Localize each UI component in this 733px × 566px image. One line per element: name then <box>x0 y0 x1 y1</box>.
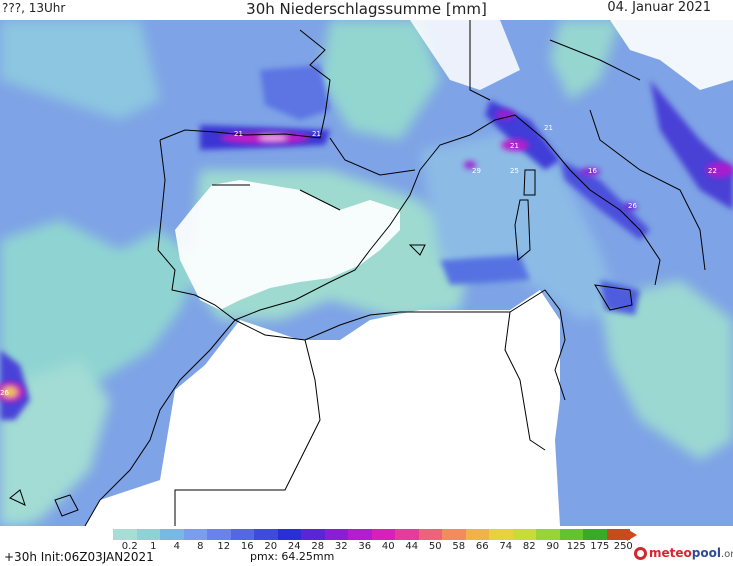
max-value-label: 29 <box>472 167 481 175</box>
legend-swatch <box>489 529 513 540</box>
legend-tick-label: 16 <box>240 541 254 552</box>
legend-swatch <box>583 529 607 540</box>
legend-tick-label: 20 <box>264 541 278 552</box>
legend-tick-label: 125 <box>566 541 586 552</box>
brand-part-1: meteo <box>649 546 692 560</box>
legend-swatch <box>348 529 372 540</box>
legend-tick-label: 58 <box>452 541 466 552</box>
max-precip-label: pmx: 64.25mm <box>250 550 335 563</box>
legend-swatch <box>371 529 395 540</box>
legend-tick-label: 44 <box>405 541 419 552</box>
legend-swatch <box>113 529 137 540</box>
legend-tick-label: 50 <box>428 541 442 552</box>
legend-tick-label: 40 <box>381 541 395 552</box>
max-value-label: 25 <box>510 167 519 175</box>
legend-tick-label: 250 <box>613 541 633 552</box>
legend-swatch <box>136 529 160 540</box>
legend-tick-label: 4 <box>173 541 180 552</box>
legend-swatch <box>395 529 419 540</box>
run-time-label: ???, 13Uhr <box>2 1 66 15</box>
max-value-label: 21 <box>312 130 321 138</box>
legend-tick-label: 82 <box>522 541 536 552</box>
coastlines <box>9 20 706 526</box>
legend-swatch <box>559 529 583 540</box>
legend-swatch <box>160 529 184 540</box>
legend-tick-label: 66 <box>475 541 489 552</box>
legend-tick-label: 8 <box>197 541 204 552</box>
max-value-label: 21 <box>510 142 519 150</box>
legend-swatch <box>301 529 325 540</box>
dry-land <box>85 20 733 526</box>
legend-tick-label: 90 <box>546 541 560 552</box>
legend-swatch <box>324 529 348 540</box>
legend-tick-label: 24 <box>287 541 301 552</box>
legend-swatch <box>207 529 231 540</box>
legend-tick-label: 32 <box>334 541 348 552</box>
legend-color-bar <box>113 529 630 540</box>
legend-tick-label: 12 <box>217 541 231 552</box>
color-legend: 0.2 1 4 8 12 16 20 24 28 32 36 40 44 50 58 66 74 82 90 125 1… <box>113 529 637 559</box>
brand-part-3: .org <box>720 549 733 560</box>
legend-tick-label: 0.2 <box>121 541 138 552</box>
legend-overflow-arrow <box>627 529 637 541</box>
precip-peak <box>0 110 733 402</box>
max-value-label: 21 <box>544 124 553 132</box>
legend-swatch <box>465 529 489 540</box>
max-value-labels: 21 21 21 29 25 16 22 26 26 21 <box>0 124 717 397</box>
precipitation-map: 21 21 21 29 25 16 22 26 26 21 <box>0 20 733 526</box>
date-label: 04. Januar 2021 <box>607 0 711 15</box>
meteopool-logo-icon <box>634 547 647 560</box>
legend-tick-label: 1 <box>150 541 157 552</box>
max-value-label: 21 <box>234 130 243 138</box>
legend-tick-label: 74 <box>499 541 513 552</box>
max-value-label: 26 <box>0 389 9 397</box>
max-value-label: 22 <box>708 167 717 175</box>
map-title: 30h Niederschlagssumme [mm] <box>246 0 487 18</box>
legend-swatch <box>183 529 207 540</box>
legend-tick-label: 175 <box>590 541 610 552</box>
legend-tick-label: 28 <box>311 541 325 552</box>
legend-swatch <box>512 529 536 540</box>
run-info: +30h Init:06Z03JAN2021 <box>4 550 154 564</box>
max-value-label: 26 <box>628 202 637 210</box>
brand-part-2: pool <box>691 546 721 560</box>
legend-swatch <box>442 529 466 540</box>
legend-swatch <box>277 529 301 540</box>
legend-swatch <box>418 529 442 540</box>
legend-tick-label: 36 <box>358 541 372 552</box>
max-value-label: 16 <box>588 167 597 175</box>
legend-swatch <box>536 529 560 540</box>
legend-swatch <box>230 529 254 540</box>
legend-swatch <box>606 529 630 540</box>
brand-logo: meteopool.org <box>634 546 733 564</box>
legend-swatch <box>254 529 278 540</box>
